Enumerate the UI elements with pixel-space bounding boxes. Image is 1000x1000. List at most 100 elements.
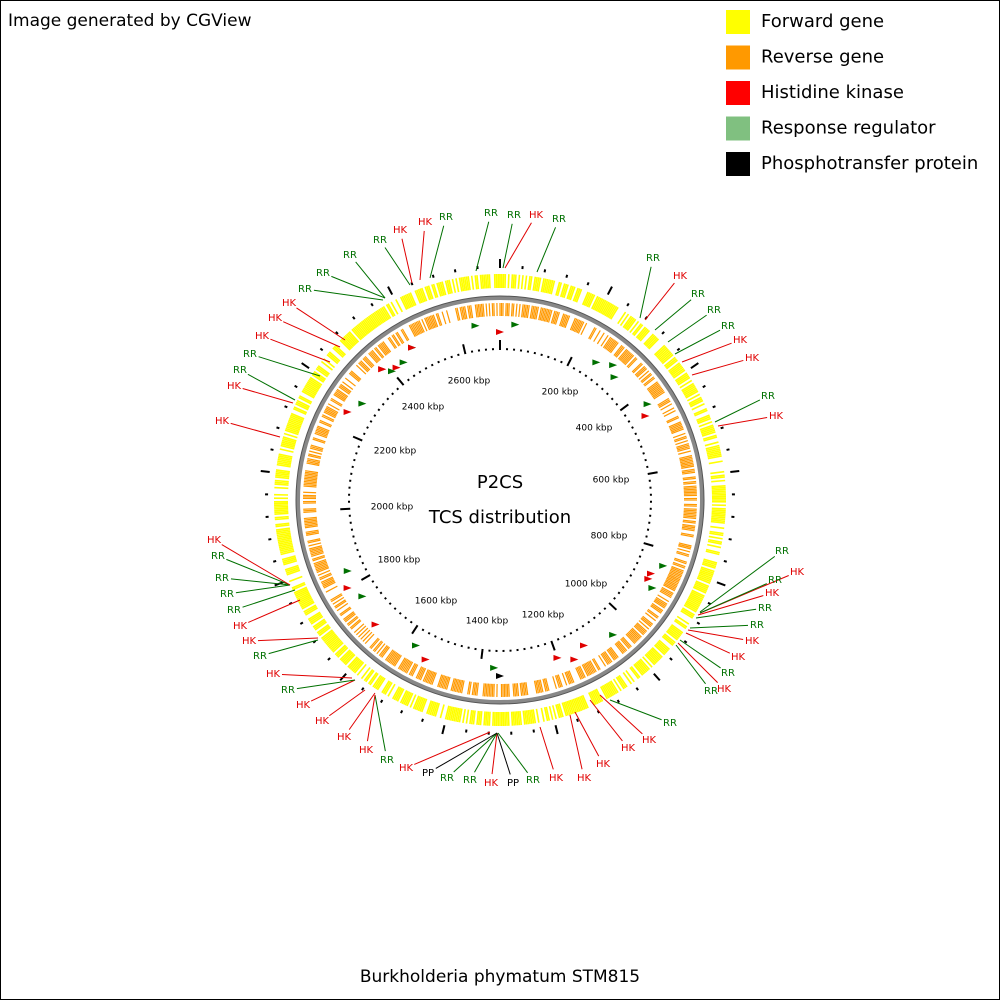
inner-tick (393, 607, 397, 611)
center-subtitle: TCS distribution (428, 507, 571, 528)
feature-label: HK (207, 535, 222, 546)
forward-gene (426, 700, 433, 715)
inner-tick (556, 638, 560, 641)
forward-gene (703, 558, 718, 564)
forward-gene (682, 384, 695, 393)
forward-gene (677, 376, 691, 386)
forward-gene (276, 462, 292, 466)
forward-gene (635, 326, 647, 339)
forward-gene (633, 324, 644, 337)
feature-label: HK (418, 217, 433, 228)
reverse-gene (387, 337, 396, 349)
reverse-gene (619, 349, 629, 361)
reverse-gene (467, 305, 471, 319)
reverse-gene (676, 552, 689, 558)
forward-gene (472, 710, 476, 725)
reverse-gene (418, 320, 425, 333)
reverse-gene (303, 485, 317, 488)
reverse-gene (632, 363, 643, 374)
leader-line (609, 699, 662, 721)
reverse-gene (554, 675, 560, 689)
reverse-gene (303, 516, 317, 520)
feature-label: PP (422, 768, 434, 779)
feature-label: HK (399, 763, 414, 774)
forward-gene (639, 658, 651, 671)
legend-label: Reverse gene (761, 47, 884, 68)
forward-gene (343, 652, 355, 665)
forward-gene (432, 283, 439, 298)
reverse-gene (421, 318, 428, 332)
forward-gene (710, 470, 725, 475)
inner-tick (603, 607, 607, 611)
forward-gene (653, 644, 666, 656)
forward-gene (277, 456, 292, 462)
reverse-gene (306, 460, 320, 465)
forward-gene (274, 515, 289, 519)
leader-line (691, 359, 744, 376)
forward-gene (676, 375, 690, 385)
forward-gene (524, 710, 528, 725)
feature-label: HK (266, 669, 281, 680)
forward-gene (703, 436, 718, 442)
reverse-gene (676, 445, 690, 451)
forward-gene (369, 672, 379, 686)
forward-gene (470, 710, 475, 725)
forward-gene (626, 318, 637, 331)
forward-gene (448, 279, 453, 294)
forward-gene (382, 681, 392, 695)
forward-gene (285, 566, 300, 573)
reverse-gene (390, 652, 399, 665)
forward-gene (648, 338, 660, 350)
reverse-gene (683, 487, 697, 490)
forward-gene (367, 672, 378, 685)
forward-gene (353, 661, 365, 674)
forward-gene (281, 555, 296, 561)
forward-gene (274, 483, 289, 486)
reverse-gene (306, 532, 320, 536)
reverse-gene (312, 437, 326, 443)
reverse-gene (508, 303, 510, 317)
reverse-gene (310, 550, 324, 556)
reverse-gene (424, 669, 431, 683)
forward-gene (381, 680, 390, 694)
forward-gene (671, 366, 684, 377)
forward-gene (277, 537, 292, 542)
feature-label: RR (227, 605, 241, 616)
reverse-gene (650, 605, 662, 614)
forward-gene (612, 678, 622, 692)
forward-gene (285, 567, 300, 574)
feature-label: HK (296, 700, 311, 711)
reverse-gene (680, 532, 694, 536)
reverse-gene (682, 471, 696, 475)
forward-gene (432, 702, 439, 717)
reverse-gene (482, 303, 485, 317)
reverse-gene (316, 565, 329, 572)
reverse-gene (488, 303, 491, 317)
scale-label: 2400 kbp (402, 403, 445, 413)
inner-tick (384, 596, 387, 600)
feature-label: RR (220, 589, 234, 600)
reverse-gene (335, 391, 347, 400)
forward-gene (635, 661, 647, 674)
reverse-gene (386, 650, 395, 662)
leader-line (374, 694, 386, 752)
feature-label: HK (745, 636, 760, 647)
forward-gene (274, 510, 289, 514)
forward-gene (711, 514, 726, 517)
reverse-gene (563, 314, 569, 328)
forward-gene (622, 672, 633, 685)
forward-gene (463, 276, 468, 291)
forward-gene (668, 627, 681, 638)
reverse-gene (680, 464, 694, 468)
forward-gene (696, 577, 711, 584)
forward-gene (556, 282, 563, 297)
inner-tick (581, 624, 585, 628)
forward-gene (671, 623, 684, 634)
reverse-gene (543, 678, 549, 692)
reverse-gene (584, 663, 592, 676)
inner-tick (396, 387, 400, 391)
reverse-gene (485, 683, 488, 697)
forward-gene (670, 625, 683, 635)
reverse-gene (364, 633, 375, 645)
forward-gene (409, 694, 417, 708)
